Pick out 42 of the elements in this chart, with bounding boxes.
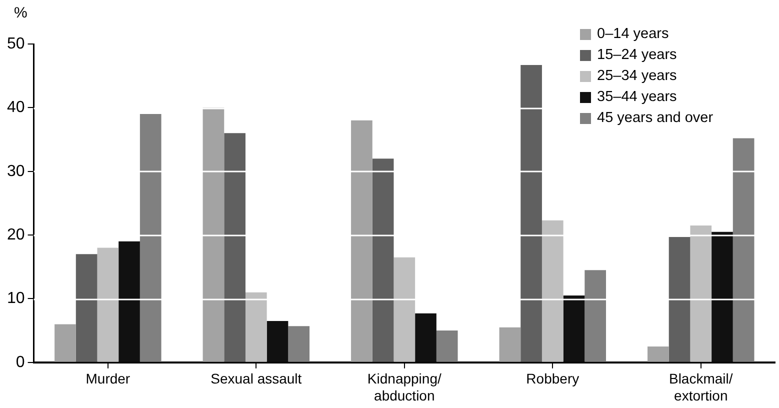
bar <box>542 220 564 362</box>
legend-label: 35–44 years <box>597 88 677 107</box>
x-tick-label: Kidnapping/abduction <box>367 370 442 404</box>
bar <box>732 138 754 362</box>
bar <box>584 270 606 362</box>
legend-label: 45 years and over <box>597 109 714 128</box>
bar <box>415 313 436 362</box>
bar <box>499 327 521 362</box>
bar <box>712 232 733 362</box>
y-tick-label: 0 <box>16 354 25 371</box>
y-axis-title: % <box>14 4 28 22</box>
bar <box>118 241 140 362</box>
bar <box>351 120 372 362</box>
bar <box>648 346 669 362</box>
bar <box>97 248 119 362</box>
bar <box>690 225 712 362</box>
legend-label: 0–14 years <box>597 25 669 44</box>
y-tick-label: 50 <box>7 35 25 52</box>
bar <box>372 158 394 362</box>
bar <box>224 133 246 362</box>
legend-label: 25–34 years <box>597 67 677 86</box>
bar <box>520 65 542 362</box>
x-tick-label: Murder <box>86 370 130 387</box>
y-tick-label: 40 <box>7 99 25 116</box>
bar <box>54 324 76 362</box>
bar <box>563 296 585 362</box>
x-tick-label: Robbery <box>526 370 580 387</box>
bar <box>266 321 288 362</box>
bar <box>140 114 162 362</box>
y-tick-label: 30 <box>7 162 25 180</box>
legend-label: 15–24 years <box>597 46 677 65</box>
bar <box>394 257 416 362</box>
bar <box>668 236 690 362</box>
bar <box>288 326 310 362</box>
x-tick-label: Blackmail/extortion <box>668 370 733 404</box>
bar <box>436 330 458 362</box>
bar <box>245 292 267 362</box>
bar <box>76 254 98 362</box>
bar <box>202 108 224 362</box>
y-tick-label: 10 <box>7 290 25 308</box>
x-tick-label: Sexual assault <box>210 370 302 387</box>
y-tick-label: 20 <box>7 226 25 244</box>
